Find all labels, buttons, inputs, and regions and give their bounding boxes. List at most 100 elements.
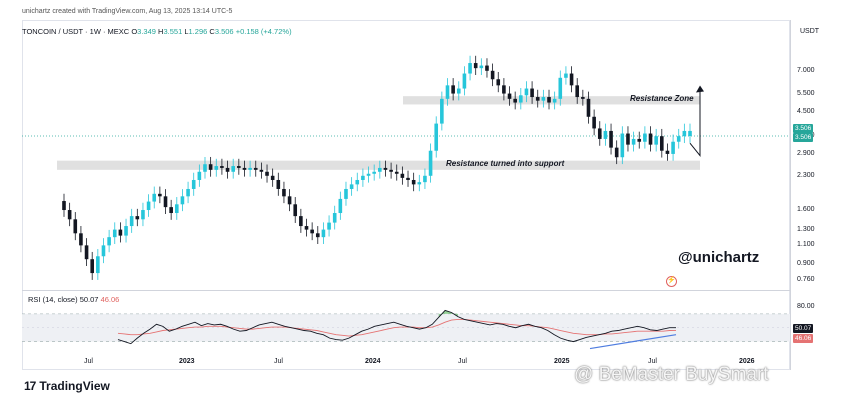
candle-body [231, 166, 235, 172]
candle-body [129, 216, 134, 227]
candle-body [507, 93, 512, 99]
candle-body [107, 237, 111, 246]
candle-body [282, 188, 286, 197]
pane-divider[interactable] [22, 290, 790, 291]
price-tick-label: 4.500 [797, 108, 815, 116]
rsi-name[interactable]: RSI (14, close) [28, 295, 78, 304]
candle-body [462, 73, 467, 89]
candle-body [417, 182, 422, 185]
time-tick-label: Jul [84, 358, 93, 365]
candle-body [299, 216, 303, 227]
candle-body [406, 177, 410, 180]
symbol-name[interactable]: TONCOIN / USDT · 1W · MEXC [22, 27, 130, 36]
candle-body [631, 138, 636, 145]
candle-body [552, 98, 557, 103]
candle-body [327, 222, 331, 230]
price-tick-label: 1.300 [797, 225, 815, 233]
candle-body [197, 171, 202, 180]
candle-body [344, 188, 348, 199]
candle-body [620, 133, 625, 158]
candle-body [665, 150, 670, 154]
candle-body [349, 184, 354, 189]
candle-body [535, 97, 540, 101]
candle-body [394, 171, 399, 174]
candle-body [485, 65, 489, 71]
candle-body [671, 141, 675, 154]
price-tick-label: 1.100 [797, 241, 815, 249]
candle-body [440, 98, 444, 124]
resistance-zone-label: Resistance Zone [630, 94, 694, 104]
candle-body [67, 210, 72, 220]
candle-body [315, 233, 320, 238]
time-tick-label: 2024 [365, 358, 381, 365]
projection-path [689, 88, 701, 157]
author-handle: @unichartz [678, 249, 760, 266]
candle-body [468, 63, 472, 74]
candle-body [592, 116, 596, 129]
candle-body [90, 259, 95, 274]
candle-body [101, 245, 106, 257]
change-label: +0.158 (+4.72%) [235, 27, 292, 36]
high-label: H3.551 [158, 27, 183, 36]
candle-body [361, 175, 365, 180]
candle-body [180, 196, 185, 205]
time-tick-label: Jul [648, 358, 657, 365]
candle-body [112, 229, 117, 238]
brand-name: TradingView [39, 379, 110, 393]
candle-body [237, 166, 241, 168]
candle-body [174, 204, 179, 214]
candle-body [502, 85, 506, 94]
candle-body [62, 201, 66, 211]
candle-body [152, 193, 157, 202]
price-tick-label: 7.000 [797, 66, 815, 74]
tradingview-brand[interactable]: 17 TradingView [24, 379, 110, 393]
candle-body [423, 175, 427, 183]
candle-body [73, 219, 78, 234]
candle-body [208, 164, 213, 170]
candle-body [146, 201, 151, 211]
candle-body [242, 167, 247, 170]
candle-body [203, 164, 207, 172]
projection-arrowhead-icon [696, 85, 704, 93]
candle-body [214, 166, 219, 170]
symbol-legend: TONCOIN / USDT · 1W · MEXC O3.349 H3.551… [22, 27, 292, 36]
candle-body [445, 85, 450, 99]
open-label: O3.349 [131, 27, 156, 36]
candle-body [643, 133, 647, 142]
candle-body [383, 167, 388, 170]
candle-body [293, 204, 298, 217]
axis-unit: USDT [800, 28, 820, 35]
candle-body [141, 210, 145, 220]
candle-body [135, 216, 140, 220]
candle-body [338, 198, 343, 214]
time-tick-label: Jul [274, 358, 283, 365]
candle-body [659, 136, 664, 151]
price-axis-line [790, 20, 791, 370]
tradingview-logo-icon: 17 [24, 379, 36, 393]
rsi-trend-line [589, 334, 677, 350]
candle-body [530, 88, 534, 98]
zone-band-0 [403, 96, 700, 105]
price-tick-label: 1.600 [797, 206, 815, 214]
candle-body [355, 179, 360, 185]
last-price-tag-2: 3.506 [793, 133, 814, 142]
candle-body [558, 77, 563, 99]
candle-body [564, 73, 568, 78]
candle-body [186, 188, 190, 197]
candle-body [79, 233, 83, 246]
candle-body [287, 196, 292, 205]
price-tick-label: 0.900 [797, 260, 815, 268]
candle-body [84, 245, 89, 260]
watermark-text: @ BeMaster BuySmart [574, 364, 769, 385]
flash-icon[interactable]: ⚡ [666, 276, 677, 287]
candle-body [682, 130, 687, 137]
candle-body [654, 136, 658, 145]
candle-body [676, 136, 681, 142]
candle-body [163, 196, 168, 208]
candle-body [225, 167, 230, 172]
candle-body [575, 85, 580, 98]
candle-body [609, 130, 613, 148]
candle-body [479, 65, 484, 69]
candle-body [158, 193, 162, 197]
